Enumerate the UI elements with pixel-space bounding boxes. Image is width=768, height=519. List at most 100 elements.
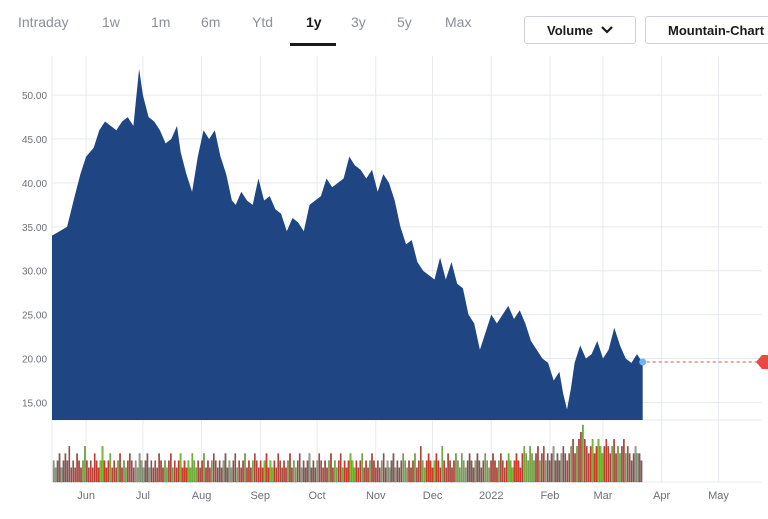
volume-bar: [566, 460, 569, 483]
volume-bar: [289, 453, 291, 483]
volume-bar: [240, 467, 242, 483]
volume-bar: [72, 460, 75, 483]
volume-bar: [324, 460, 326, 483]
chart-type-dropdown-button[interactable]: Mountain-Chart: [645, 16, 768, 44]
tab-intraday[interactable]: Intraday: [18, 14, 69, 30]
volume-bar: [119, 453, 121, 483]
volume-bar: [445, 467, 447, 483]
volume-bar: [339, 453, 342, 483]
volume-bar: [470, 460, 473, 483]
volume-bar: [449, 460, 451, 483]
volume-bar: [351, 460, 354, 483]
tab-max[interactable]: Max: [445, 14, 472, 30]
volume-bar: [353, 467, 356, 483]
volume-bar: [527, 460, 529, 483]
volume-bar: [138, 453, 141, 483]
volume-bar: [568, 453, 570, 483]
volume-bar: [228, 460, 231, 483]
volume-bar: [140, 460, 143, 483]
volume-bar: [179, 453, 182, 483]
volume-bar: [267, 467, 270, 483]
volume-bar: [287, 460, 289, 483]
volume-bar: [529, 446, 531, 483]
volume-bar: [501, 460, 504, 483]
volume-bar: [619, 453, 621, 483]
tab-1w[interactable]: 1w: [102, 14, 120, 30]
volume-bar: [60, 467, 63, 483]
volume-bar: [212, 453, 215, 483]
volume-bar: [129, 453, 131, 483]
y-tick-label: 35.00: [22, 223, 47, 234]
volume-bar: [373, 460, 375, 483]
volume-bar: [257, 467, 260, 483]
volume-bar: [205, 467, 207, 483]
volume-bar: [320, 460, 322, 483]
volume-bar: [326, 467, 328, 483]
volume-bar: [54, 467, 57, 483]
price-area: [52, 68, 643, 421]
volume-bar: [355, 460, 358, 483]
volume-bar: [453, 460, 455, 483]
volume-bar: [455, 453, 457, 483]
volume-bar: [607, 446, 610, 483]
volume-dropdown-button[interactable]: Volume: [524, 16, 636, 44]
volume-bar: [478, 460, 481, 483]
volume-bar: [117, 460, 119, 483]
volume-bar: [103, 460, 106, 483]
volume-bar: [82, 460, 84, 483]
volume-bar: [254, 453, 256, 483]
volume-bar: [392, 453, 395, 483]
volume-bar: [345, 467, 348, 483]
tab-6m[interactable]: 6m: [201, 14, 221, 30]
volume-bar: [377, 460, 379, 483]
tab-ytd[interactable]: Ytd: [252, 14, 274, 30]
volume-bar: [318, 453, 321, 483]
volume-bar: [121, 467, 123, 483]
volume-bar: [195, 467, 198, 483]
volume-bar: [427, 453, 430, 483]
tab-1m[interactable]: 1m: [151, 14, 171, 30]
y-tick-label: 25.00: [22, 311, 47, 322]
volume-bar: [546, 453, 549, 483]
volume-bar: [244, 453, 246, 483]
volume-bar: [93, 453, 96, 483]
volume-bar: [234, 453, 237, 483]
volume-bar: [408, 460, 410, 483]
x-tick-label: Dec: [423, 490, 443, 502]
tab-3y[interactable]: 3y: [351, 14, 366, 30]
volume-bar: [130, 460, 133, 483]
volume-bar: [107, 460, 110, 483]
volume-bar: [488, 467, 490, 483]
volume-bar: [544, 460, 547, 483]
x-tick-label: Mar: [593, 490, 612, 502]
volume-bar: [414, 453, 416, 483]
volume-bar: [419, 446, 422, 483]
volume-bar: [162, 467, 164, 483]
volume-bar: [177, 460, 180, 483]
volume-bar: [226, 467, 229, 483]
volume-bar: [476, 453, 479, 483]
tab-5y[interactable]: 5y: [397, 14, 412, 30]
volume-bar: [259, 460, 262, 483]
volume-bar: [548, 460, 551, 483]
volume-bar: [611, 446, 613, 483]
tab-1y[interactable]: 1y: [306, 14, 322, 30]
volume-bar: [388, 467, 391, 483]
volume-bar: [187, 460, 190, 483]
volume-bar: [148, 467, 151, 483]
volume-bar: [552, 446, 555, 483]
volume-bar: [591, 439, 594, 483]
volume-bar: [578, 439, 580, 483]
volume-bar: [293, 460, 295, 483]
volume-bar: [218, 460, 221, 483]
volume-bar: [224, 453, 227, 483]
volume-bar: [84, 446, 86, 483]
volume-bar: [164, 460, 166, 483]
volume-bar: [460, 453, 463, 483]
volume-bar: [285, 467, 287, 483]
volume-bar: [191, 453, 194, 483]
volume-bar: [367, 467, 369, 483]
volume-bar: [113, 460, 116, 483]
volume-bar: [197, 460, 199, 483]
